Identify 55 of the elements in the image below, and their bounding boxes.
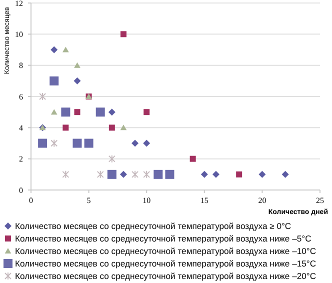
point <box>74 109 80 116</box>
x-tick-label: 10 <box>142 196 151 205</box>
point <box>120 124 127 130</box>
x-tick-label: 25 <box>316 196 324 205</box>
point <box>190 156 196 162</box>
point <box>39 92 46 100</box>
point <box>96 108 105 117</box>
y-tick-label: 8 <box>19 61 23 70</box>
y-tick-label: 4 <box>19 123 23 132</box>
point <box>236 171 242 178</box>
point <box>62 46 69 52</box>
point <box>61 108 70 117</box>
x-tick-label: 0 <box>29 196 33 205</box>
point <box>50 139 58 148</box>
y-tick-label: 12 <box>15 0 23 8</box>
legend-label: Количество месяцев со среднесуточной температурой воздуха ниже –5°C <box>15 234 312 244</box>
legend-label: Количество месяцев со среднесуточной температурой воздуха ниже –20°C <box>15 271 316 282</box>
y-tick-label: 0 <box>19 186 23 195</box>
point <box>72 138 82 148</box>
point <box>74 77 81 84</box>
point <box>74 62 80 68</box>
point <box>62 124 69 131</box>
legend-label: Количество месяцев со среднесуточной температурой воздуха ниже –15°C <box>15 258 316 269</box>
point <box>143 170 150 178</box>
point <box>38 138 48 148</box>
x-tick-label: 20 <box>258 196 266 205</box>
point <box>132 140 139 147</box>
point <box>200 170 208 178</box>
point <box>50 76 59 86</box>
point <box>108 108 116 116</box>
legend-label: Количество месяцев со среднесуточной температурой воздуха ≥ 0°C <box>15 221 292 232</box>
legend-label: Количество месяцев со среднесуточной температурой воздуха ниже –10°C <box>15 246 316 256</box>
y-tick-label: 10 <box>15 30 23 39</box>
point <box>108 154 116 163</box>
point <box>84 138 94 148</box>
x-tick-label: 15 <box>200 196 208 205</box>
point <box>165 170 174 179</box>
point <box>50 109 58 115</box>
point <box>143 140 150 147</box>
point <box>258 170 266 178</box>
point <box>62 170 70 178</box>
point <box>120 31 126 38</box>
point <box>120 170 127 178</box>
point <box>212 170 220 178</box>
point <box>96 170 104 178</box>
point <box>108 124 115 131</box>
point <box>50 46 58 54</box>
point <box>282 170 289 178</box>
point <box>107 170 116 179</box>
x-tick-label: 5 <box>86 196 91 205</box>
point <box>154 170 163 179</box>
y-tick-label: 2 <box>19 154 23 164</box>
point <box>144 109 150 116</box>
y-tick-label: 6 <box>19 92 23 102</box>
point <box>132 170 139 178</box>
